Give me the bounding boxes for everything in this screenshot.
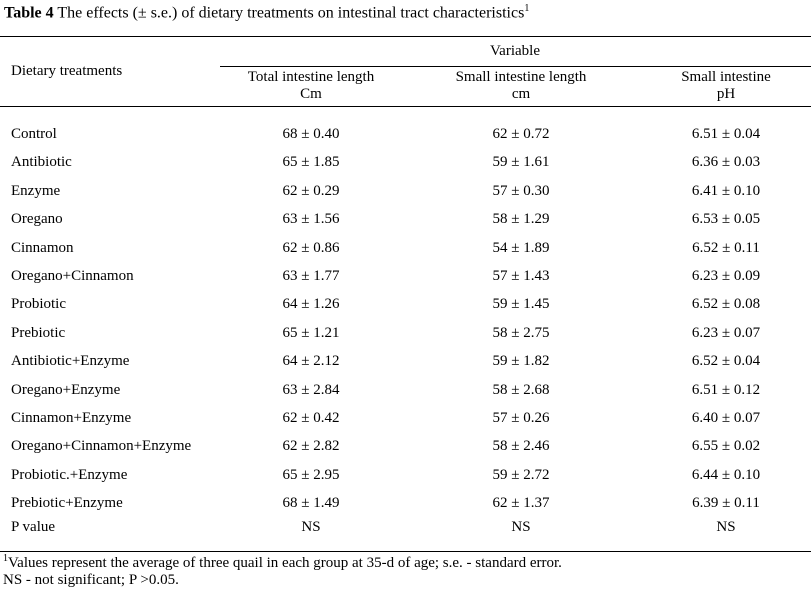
cell-total-length: 62 ± 2.82 bbox=[282, 438, 340, 455]
cell-small-length: 58 ± 2.46 bbox=[492, 438, 550, 455]
treatment-label: Cinnamon+Enzyme bbox=[11, 410, 132, 426]
treatment-label: Oregano+Cinnamon bbox=[11, 268, 134, 284]
treatment-label: Cinnamon bbox=[11, 239, 74, 256]
column-header-small-length: Small intestine length cm bbox=[455, 69, 587, 102]
cell-small-length: 62 ± 0.72 bbox=[492, 126, 550, 142]
cell-total-length: 62 ± 0.29 bbox=[282, 182, 340, 199]
cell-total-length: 63 ± 2.84 bbox=[282, 381, 340, 398]
cell-ph: 6.52 ± 0.04 bbox=[691, 353, 761, 370]
treatment-label: Probiotic bbox=[11, 296, 66, 313]
cell-ph: 6.44 ± 0.10 bbox=[691, 466, 761, 483]
footnote-1: 1Values represent the average of three q… bbox=[3, 553, 562, 571]
table-title: Table 4 The effects (± s.e.) of dietary … bbox=[4, 3, 529, 22]
cell-total-length: 65 ± 1.85 bbox=[282, 154, 340, 171]
cell-small-length: 59 ± 1.82 bbox=[492, 353, 550, 370]
variable-header: Variable bbox=[490, 43, 540, 59]
variable-rule bbox=[220, 66, 811, 67]
cell-small-length: 54 ± 1.89 bbox=[492, 239, 550, 256]
cell-total-length: 64 ± 1.26 bbox=[282, 296, 340, 313]
p-value-total-length: NS bbox=[301, 519, 321, 535]
cell-total-length: 64 ± 2.12 bbox=[282, 353, 340, 370]
cell-total-length: 62 ± 0.86 bbox=[282, 239, 340, 256]
cell-small-length: 57 ± 1.43 bbox=[492, 268, 550, 284]
p-value-small-length: NS bbox=[511, 519, 531, 535]
title-footnote-mark: 1 bbox=[524, 3, 530, 14]
cell-small-length: 57 ± 0.30 bbox=[492, 182, 550, 199]
cell-ph: 6.41 ± 0.10 bbox=[691, 182, 761, 199]
treatment-label: Oregano+Enzyme bbox=[11, 381, 121, 398]
table-number: Table 4 bbox=[4, 4, 54, 22]
treatment-label: Oregano bbox=[11, 211, 63, 228]
footnote-2: NS - not significant; P >0.05. bbox=[3, 572, 179, 588]
cell-total-length: 63 ± 1.77 bbox=[282, 268, 340, 284]
treatment-label: Antibiotic bbox=[11, 154, 72, 171]
header-rule bbox=[0, 106, 811, 107]
cell-ph: 6.23 ± 0.07 bbox=[691, 324, 761, 341]
cell-small-length: 62 ± 1.37 bbox=[492, 495, 550, 512]
treatment-label: Prebiotic+Enzyme bbox=[11, 495, 123, 512]
cell-small-length: 58 ± 2.68 bbox=[492, 381, 550, 398]
treatment-label: Control bbox=[11, 126, 57, 142]
cell-ph: 6.52 ± 0.11 bbox=[692, 239, 760, 256]
treatment-label: Antibiotic+Enzyme bbox=[11, 353, 130, 370]
cell-ph: 6.51 ± 0.04 bbox=[691, 126, 761, 142]
cell-total-length: 63 ± 1.56 bbox=[282, 211, 340, 228]
cell-small-length: 59 ± 2.72 bbox=[492, 466, 550, 483]
treatment-label: Oregano+Cinnamon+Enzyme bbox=[11, 438, 192, 455]
column-header-total-length: Total intestine length Cm bbox=[247, 69, 375, 102]
bottom-rule bbox=[0, 551, 811, 552]
cell-total-length: 65 ± 2.95 bbox=[282, 466, 340, 483]
cell-ph: 6.40 ± 0.07 bbox=[691, 410, 761, 426]
cell-small-length: 57 ± 0.26 bbox=[492, 410, 550, 426]
column-header-ph: Small intestine pH bbox=[681, 69, 771, 102]
title-text: The effects (± s.e.) of dietary treatmen… bbox=[53, 4, 525, 22]
cell-ph: 6.51 ± 0.12 bbox=[691, 381, 761, 398]
cell-total-length: 68 ± 1.49 bbox=[282, 495, 340, 512]
p-value-label: P value bbox=[11, 519, 56, 535]
p-value-ph: NS bbox=[716, 519, 736, 535]
top-rule bbox=[0, 36, 811, 37]
cell-small-length: 59 ± 1.45 bbox=[492, 296, 550, 313]
cell-ph: 6.23 ± 0.09 bbox=[691, 268, 761, 284]
cell-small-length: 58 ± 2.75 bbox=[492, 324, 550, 341]
dietary-treatments-header: Dietary treatments bbox=[11, 63, 123, 79]
cell-ph: 6.53 ± 0.05 bbox=[691, 211, 761, 228]
cell-ph: 6.39 ± 0.11 bbox=[692, 495, 760, 512]
cell-ph: 6.52 ± 0.08 bbox=[691, 296, 761, 313]
treatment-label: Enzyme bbox=[11, 182, 61, 199]
cell-ph: 6.36 ± 0.03 bbox=[691, 154, 761, 171]
treatment-label: Prebiotic bbox=[11, 324, 66, 341]
cell-total-length: 68 ± 0.40 bbox=[282, 126, 340, 142]
cell-ph: 6.55 ± 0.02 bbox=[691, 438, 761, 455]
cell-small-length: 59 ± 1.61 bbox=[492, 154, 550, 171]
treatment-label: Probiotic.+Enzyme bbox=[11, 466, 128, 483]
cell-total-length: 65 ± 1.21 bbox=[282, 324, 340, 341]
cell-total-length: 62 ± 0.42 bbox=[282, 410, 340, 426]
cell-small-length: 58 ± 1.29 bbox=[492, 211, 550, 228]
